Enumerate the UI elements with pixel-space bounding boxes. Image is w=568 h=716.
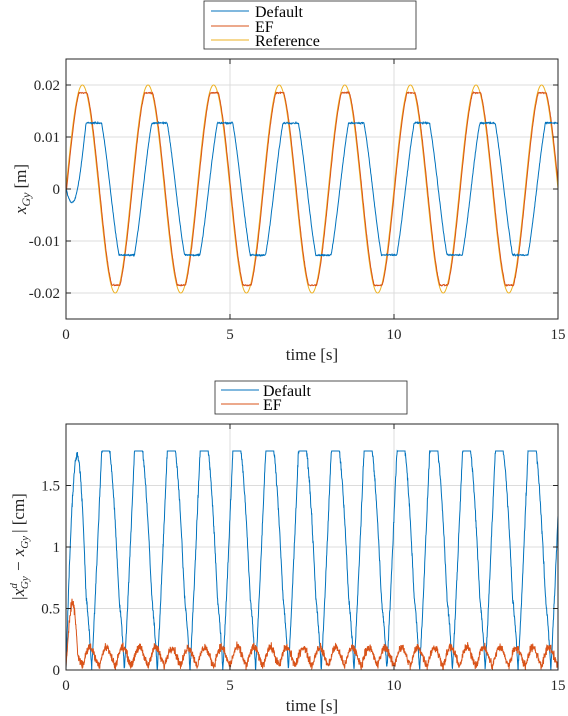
top-ylabel-sub: Gy: [19, 192, 33, 207]
bottom-legend-label-ef: EF: [263, 397, 282, 414]
bottom-legend-label-default: Default: [263, 383, 312, 400]
bottom-legend-box: [214, 380, 408, 415]
top-legend-label-reference: Reference: [255, 33, 320, 50]
bottom-series-line-default: [65, 449, 559, 671]
top-series-group: [65, 84, 559, 294]
bottom-ylabel-sub2: Gy: [19, 536, 31, 549]
bottom-grid: [66, 424, 558, 670]
bottom-ytick-label: 0.5: [41, 602, 60, 618]
top-xtick-label: 15: [551, 327, 566, 343]
top-xtick-label: 0: [62, 327, 70, 343]
bottom-ylabel-mid: − x: [9, 548, 28, 576]
bottom-ticks: 0 5 10 15 0 0.5 1 1.5: [41, 424, 566, 694]
bottom-xlabel: time [s]: [286, 696, 338, 715]
bottom-ylabel-sup: d: [8, 583, 20, 589]
bottom-xtick-label: 15: [551, 678, 566, 694]
top-ylabel: xGy [m]: [11, 164, 33, 215]
top-ylabel-main: x: [11, 206, 30, 215]
top-ytick-label: -0.02: [29, 286, 60, 302]
top-ytick-label: 0.02: [34, 78, 60, 94]
top-ticks: 0 5 10 15 0.02 0.01 0 -0.01 -0.02: [29, 59, 566, 343]
bottom-ylabel-right: | [cm]: [9, 493, 28, 533]
chart-top: 0 5 10 15 0.02 0.01 0 -0.01 -0.02 time [s] xGy [m…: [11, 0, 566, 364]
bottom-xtick-label: 10: [387, 678, 402, 694]
top-xlabel: time [s]: [286, 345, 338, 364]
bottom-ylabel-left: |x: [9, 588, 28, 601]
top-legend: Default EF Reference: [203, 0, 417, 50]
bottom-ylabel-sub1: Gy: [19, 576, 31, 589]
bottom-ytick-label: 1.5: [41, 479, 60, 495]
bottom-ytick-label: 1: [53, 540, 61, 556]
bottom-ylabel: |xdGy − xGy| [cm]: [8, 493, 31, 601]
top-legend-label-default: Default: [255, 4, 304, 21]
top-xtick-label: 5: [226, 327, 234, 343]
top-ytick-label: -0.01: [29, 234, 60, 250]
top-series-line-default: [65, 121, 559, 257]
top-ytick-label: 0.01: [34, 130, 60, 146]
bottom-series-group: [65, 449, 559, 671]
bottom-xtick-label: 0: [62, 678, 70, 694]
top-legend-label-ef: EF: [255, 19, 274, 36]
top-series-line-reference: [65, 84, 559, 294]
bottom-legend: Default EF: [214, 380, 408, 415]
top-legend-box: [203, 0, 417, 50]
top-xtick-label: 10: [387, 327, 402, 343]
bottom-xtick-label: 5: [226, 678, 234, 694]
top-series-line-ef: [65, 91, 559, 287]
top-ytick-label: 0: [53, 182, 61, 198]
bottom-series-line-ef: [65, 598, 559, 671]
top-ylabel-unit: [m]: [11, 164, 30, 189]
bottom-ytick-label: 0: [53, 663, 61, 679]
